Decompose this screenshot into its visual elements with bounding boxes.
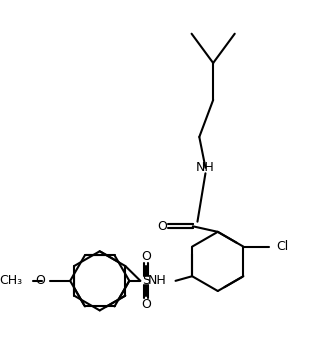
Text: Cl: Cl [277, 240, 289, 253]
Text: NH: NH [196, 161, 215, 174]
Text: O: O [141, 298, 151, 311]
Text: O: O [141, 250, 151, 263]
Text: O: O [35, 274, 45, 287]
Text: O: O [157, 220, 167, 233]
Text: S: S [142, 274, 150, 287]
Text: NH: NH [147, 274, 166, 287]
Text: CH₃: CH₃ [0, 274, 22, 287]
